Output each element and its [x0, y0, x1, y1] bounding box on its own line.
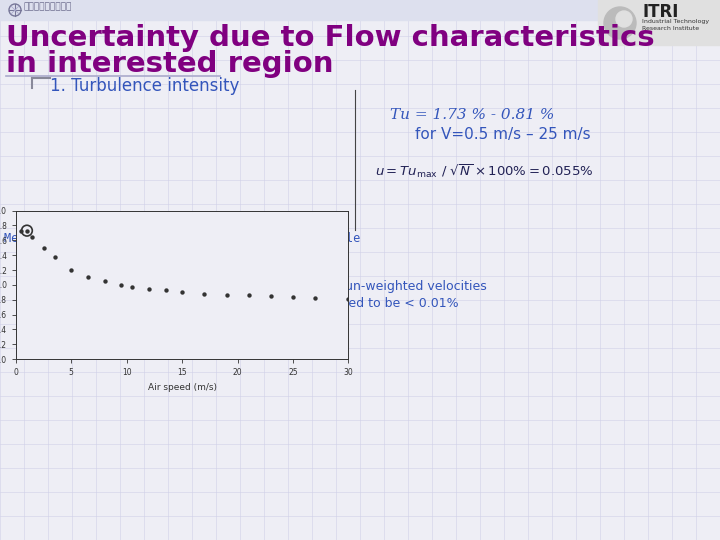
Text: Measured at 100 mm downstream centerline of nozzle: Measured at 100 mm downstream centerline…	[4, 232, 360, 245]
Bar	[175, 291, 290, 333]
Point	[115, 280, 127, 289]
Text: , estimated to be < 0.01%: , estimated to be < 0.01%	[293, 297, 459, 310]
Point	[199, 289, 210, 298]
Bar	[598, 0, 720, 45]
Circle shape	[616, 11, 632, 27]
Point	[221, 290, 233, 299]
Bar	[0, 0, 610, 20]
Text: (Fry, 1985):: (Fry, 1985):	[55, 297, 127, 310]
Point	[27, 232, 38, 241]
Text: $u = Tu_{\rm max}\ /\ \sqrt{N} \times 100\% = 0.055\%$: $u = Tu_{\rm max}\ /\ \sqrt{N} \times 10…	[375, 162, 594, 180]
Point	[99, 277, 110, 286]
Text: 1. Turbulence intensity: 1. Turbulence intensity	[50, 77, 239, 95]
Point	[127, 283, 138, 292]
Point	[243, 291, 254, 300]
Point	[82, 273, 94, 282]
Point	[66, 266, 77, 274]
Point	[160, 286, 171, 294]
Text: 國家度量標準實驗室: 國家度量標準實驗室	[24, 3, 73, 11]
Point	[176, 288, 188, 296]
Point	[21, 226, 32, 235]
Text: 2. Velocity bias (sampling effect): 2. Velocity bias (sampling effect)	[35, 255, 342, 274]
X-axis label: Air speed (m/s): Air speed (m/s)	[148, 383, 217, 391]
Point	[287, 293, 299, 301]
Point	[49, 252, 60, 261]
Text: Uncertainty due to Flow characteristics: Uncertainty due to Flow characteristics	[6, 24, 654, 52]
Text: in interested region: in interested region	[6, 50, 333, 78]
Point	[343, 295, 354, 303]
Text: Tu = 1.73 % - 0.81 %: Tu = 1.73 % - 0.81 %	[390, 108, 554, 122]
Text: for V=0.5 m/s – 25 m/s: for V=0.5 m/s – 25 m/s	[415, 127, 590, 142]
Point	[310, 294, 321, 302]
Text: ITRI: ITRI	[642, 3, 678, 21]
Point	[16, 226, 27, 235]
Point	[265, 292, 276, 300]
Text: Research Institute: Research Institute	[642, 26, 699, 31]
Text: Industrial Technology: Industrial Technology	[642, 19, 709, 24]
Point	[21, 226, 32, 235]
Circle shape	[604, 7, 636, 39]
Text: by comparing weighted (residence-time) with un-weighted velocities: by comparing weighted (residence-time) w…	[55, 280, 487, 293]
Point	[143, 284, 155, 293]
Point	[38, 244, 49, 252]
